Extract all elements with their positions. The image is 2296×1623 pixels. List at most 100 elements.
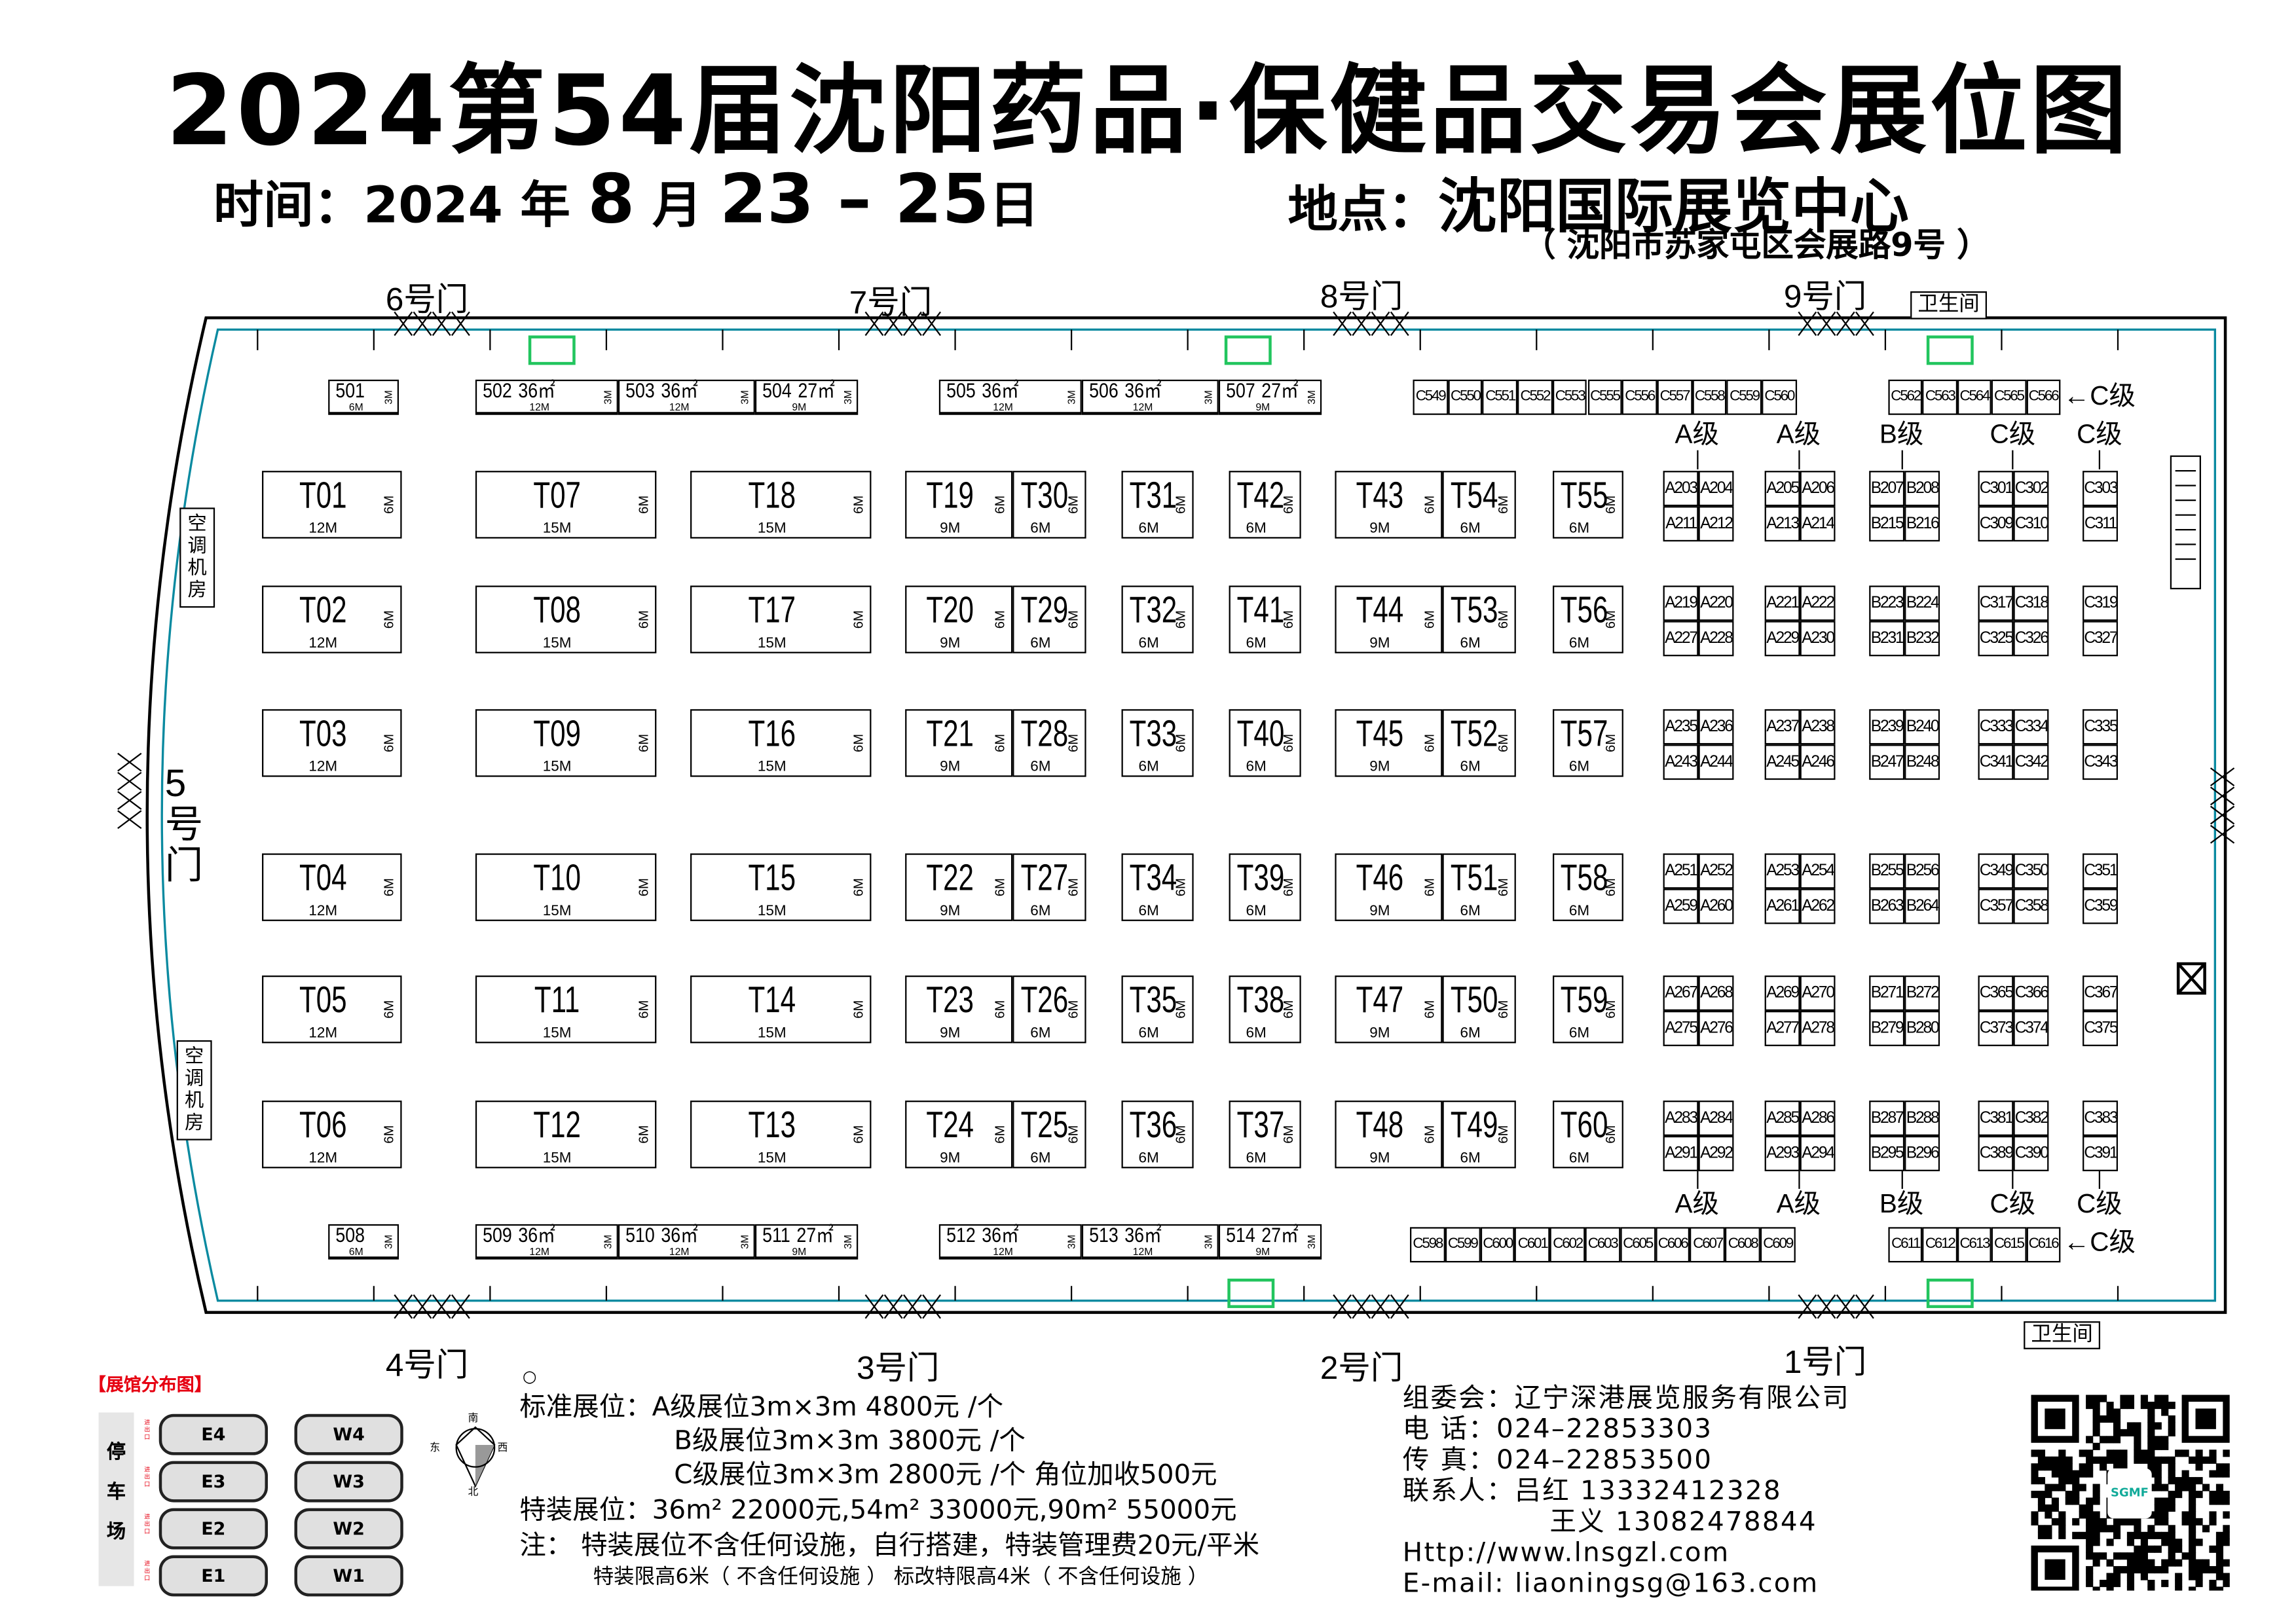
standard-booth[interactable]: A243 [1663, 744, 1699, 780]
t-booth[interactable]: T25 6M 6M [1012, 1101, 1086, 1169]
t-booth[interactable]: T19 9M 6M [905, 471, 1013, 539]
standard-booth[interactable]: C382 [2013, 1101, 2049, 1136]
c-booth[interactable]: C598 [1410, 1227, 1445, 1263]
standard-booth[interactable]: C365 [1978, 976, 2014, 1011]
c-booth[interactable]: C599 [1445, 1227, 1480, 1263]
standard-booth[interactable]: A244 [1698, 744, 1734, 780]
t-booth[interactable]: T60 6M 6M [1553, 1101, 1623, 1169]
c-booth[interactable]: C558 [1692, 379, 1727, 415]
standard-booth[interactable]: B207 [1869, 471, 1905, 507]
standard-booth[interactable]: A270 [1800, 976, 1836, 1011]
t-booth[interactable]: T53 6M 6M [1442, 585, 1516, 653]
standard-booth[interactable]: A221 [1764, 585, 1800, 621]
c-booth[interactable]: C557 [1657, 379, 1692, 415]
standard-booth[interactable]: B295 [1869, 1135, 1905, 1171]
standard-booth[interactable]: B240 [1904, 709, 1940, 745]
standard-booth[interactable]: A220 [1698, 585, 1734, 621]
standard-booth[interactable]: A275 [1663, 1010, 1699, 1046]
t-booth[interactable]: T31 6M 6M [1121, 471, 1194, 539]
standard-booth[interactable]: A236 [1698, 709, 1734, 745]
c-booth[interactable]: C615 [1991, 1227, 2026, 1263]
t-booth[interactable]: T45 9M 6M [1335, 709, 1443, 777]
standard-booth[interactable]: C349 [1978, 853, 2014, 889]
t-booth[interactable]: T06 12M 6M [262, 1101, 402, 1169]
t-booth[interactable]: T47 9M 6M [1335, 976, 1443, 1044]
standard-booth[interactable]: A285 [1764, 1101, 1800, 1136]
standard-booth[interactable]: A277 [1764, 1010, 1800, 1046]
standard-booth[interactable]: A238 [1800, 709, 1836, 745]
t-booth[interactable]: T50 6M 6M [1442, 976, 1516, 1044]
standard-booth[interactable]: B264 [1904, 888, 1940, 924]
t-booth[interactable]: T16 15M 6M [690, 709, 872, 777]
c-booth[interactable]: C608 [1725, 1227, 1760, 1263]
standard-booth[interactable]: C373 [1978, 1010, 2014, 1046]
standard-booth[interactable]: C341 [1978, 744, 2014, 780]
standard-booth[interactable]: C357 [1978, 888, 2014, 924]
special-booth[interactable]: 510 36㎡ 12M 3M [618, 1224, 755, 1260]
standard-booth[interactable]: A284 [1698, 1101, 1734, 1136]
standard-booth[interactable]: A204 [1698, 471, 1734, 507]
standard-booth[interactable]: B272 [1904, 976, 1940, 1011]
standard-booth[interactable]: B223 [1869, 585, 1905, 621]
standard-booth[interactable]: A211 [1663, 506, 1699, 542]
standard-booth[interactable]: C333 [1978, 709, 2014, 745]
standard-booth[interactable]: A294 [1800, 1135, 1836, 1171]
standard-booth[interactable]: A291 [1663, 1135, 1699, 1171]
t-booth[interactable]: T38 6M 6M [1229, 976, 1301, 1044]
c-booth[interactable]: C555 [1587, 379, 1623, 415]
t-booth[interactable]: T41 6M 6M [1229, 585, 1301, 653]
standard-booth[interactable]: B271 [1869, 976, 1905, 1011]
special-booth[interactable]: 513 36㎡ 12M 3M [1081, 1224, 1219, 1260]
standard-booth[interactable]: C319 [2083, 585, 2119, 621]
c-booth[interactable]: C566 [2026, 379, 2061, 415]
t-booth[interactable]: T10 15M 6M [475, 853, 657, 921]
standard-booth[interactable]: C301 [1978, 471, 2014, 507]
standard-booth[interactable]: A260 [1698, 888, 1734, 924]
standard-booth[interactable]: B255 [1869, 853, 1905, 889]
standard-booth[interactable]: C303 [2083, 471, 2119, 507]
standard-booth[interactable]: A205 [1764, 471, 1800, 507]
standard-booth[interactable]: C351 [2083, 853, 2119, 889]
special-booth[interactable]: 505 36㎡ 12M 3M [938, 380, 1082, 415]
standard-booth[interactable]: C309 [1978, 506, 2014, 542]
standard-booth[interactable]: A276 [1698, 1010, 1734, 1046]
standard-booth[interactable]: C374 [2013, 1010, 2049, 1046]
standard-booth[interactable]: A219 [1663, 585, 1699, 621]
standard-booth[interactable]: C334 [2013, 709, 2049, 745]
standard-booth[interactable]: B224 [1904, 585, 1940, 621]
standard-booth[interactable]: A278 [1800, 1010, 1836, 1046]
t-booth[interactable]: T12 15M 6M [475, 1101, 657, 1169]
t-booth[interactable]: T09 15M 6M [475, 709, 657, 777]
special-booth[interactable]: 507 27㎡ 9M 3M [1218, 380, 1322, 415]
standard-booth[interactable]: B256 [1904, 853, 1940, 889]
t-booth[interactable]: T22 9M 6M [905, 853, 1013, 921]
special-booth[interactable]: 512 36㎡ 12M 3M [938, 1224, 1082, 1260]
standard-booth[interactable]: C390 [2013, 1135, 2049, 1171]
standard-booth[interactable]: B280 [1904, 1010, 1940, 1046]
standard-booth[interactable]: A283 [1663, 1101, 1699, 1136]
c-booth[interactable]: C607 [1690, 1227, 1726, 1263]
standard-booth[interactable]: A252 [1698, 853, 1734, 889]
standard-booth[interactable]: B232 [1904, 621, 1940, 657]
c-booth[interactable]: C612 [1922, 1227, 1957, 1263]
standard-booth[interactable]: A235 [1663, 709, 1699, 745]
special-booth[interactable]: 501 6M 3M [328, 380, 399, 415]
t-booth[interactable]: T14 15M 6M [690, 976, 872, 1044]
t-booth[interactable]: T36 6M 6M [1121, 1101, 1194, 1169]
standard-booth[interactable]: A261 [1764, 888, 1800, 924]
c-booth[interactable]: C552 [1517, 379, 1553, 415]
standard-booth[interactable]: A214 [1800, 506, 1836, 542]
c-booth[interactable]: C611 [1888, 1227, 1923, 1263]
standard-booth[interactable]: B231 [1869, 621, 1905, 657]
standard-booth[interactable]: C325 [1978, 621, 2014, 657]
standard-booth[interactable]: C389 [1978, 1135, 2014, 1171]
t-booth[interactable]: T58 6M 6M [1553, 853, 1623, 921]
c-booth[interactable]: C600 [1479, 1227, 1515, 1263]
standard-booth[interactable]: B279 [1869, 1010, 1905, 1046]
t-booth[interactable]: T04 12M 6M [262, 853, 402, 921]
special-booth[interactable]: 504 27㎡ 9M 3M [754, 380, 859, 415]
t-booth[interactable]: T46 9M 6M [1335, 853, 1443, 921]
standard-booth[interactable]: A227 [1663, 621, 1699, 657]
standard-booth[interactable]: A246 [1800, 744, 1836, 780]
standard-booth[interactable]: A267 [1663, 976, 1699, 1011]
